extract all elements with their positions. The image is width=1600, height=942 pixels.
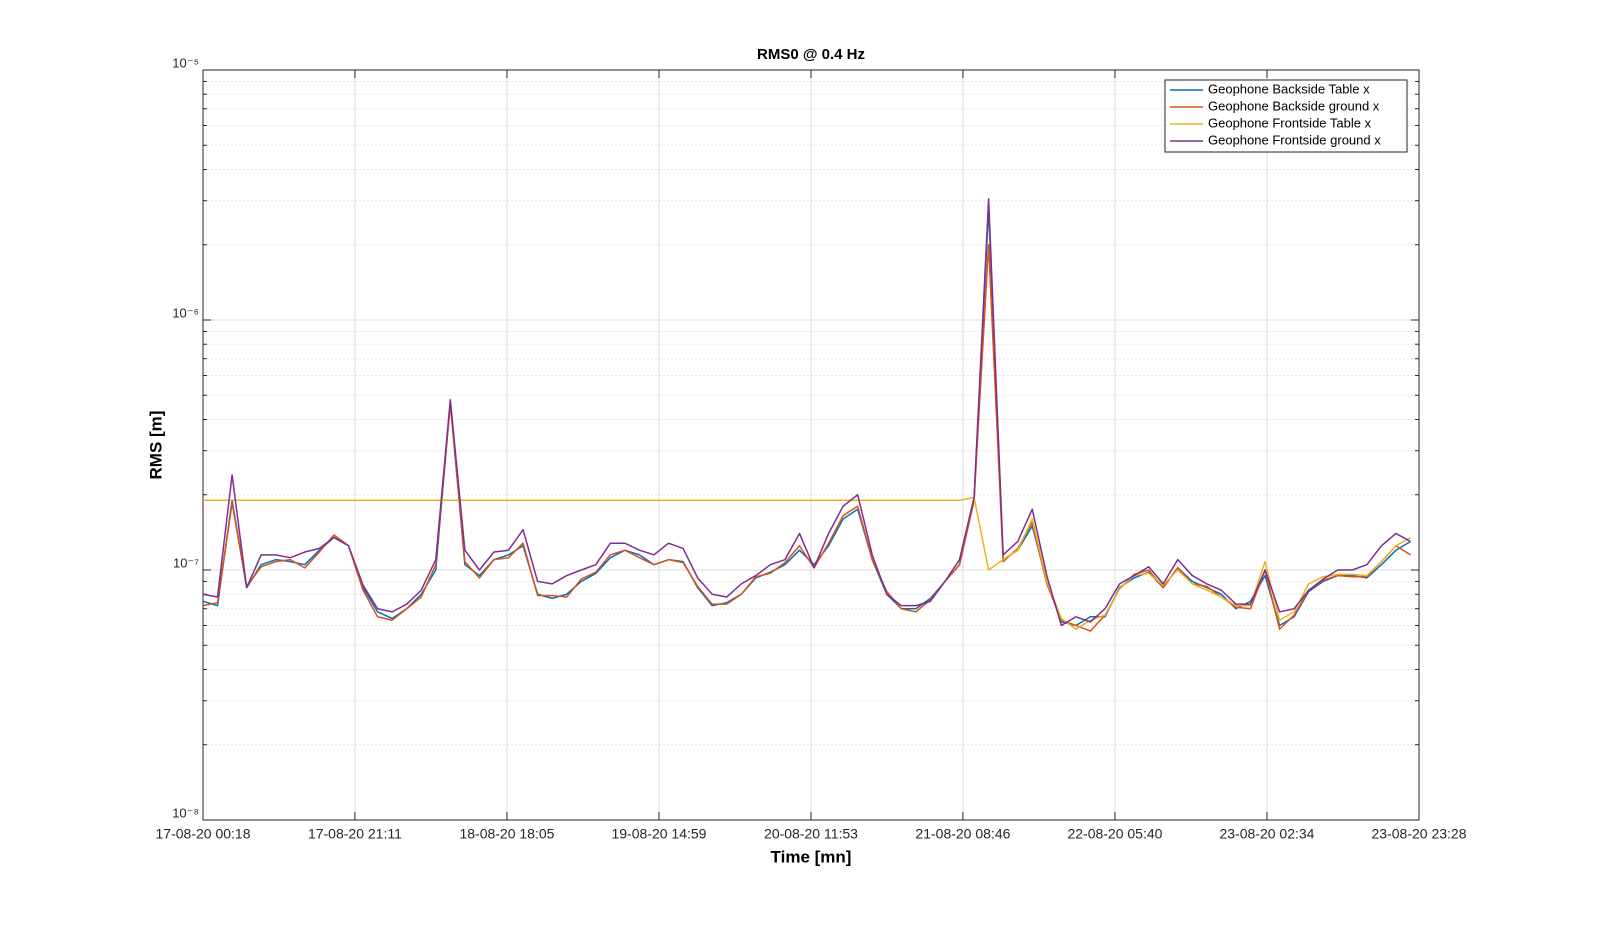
legend-label: Geophone Frontside ground x: [1208, 132, 1381, 147]
x-tick-label: 17-08-20 21:11: [308, 826, 402, 842]
x-tick-label: 22-08-20 05:40: [1067, 826, 1162, 842]
x-tick-label: 20-08-20 11:53: [764, 826, 858, 842]
x-tick-label: 23-08-20 02:34: [1219, 826, 1314, 842]
y-tick-label: 10⁻⁷: [173, 555, 199, 570]
x-tick-label: 17-08-20 00:18: [156, 826, 251, 842]
x-tick-label: 23-08-20 23:28: [1372, 826, 1467, 842]
series-line: [202, 198, 1411, 627]
y-tick-label: 10⁻⁶: [172, 305, 199, 320]
series-line: [202, 243, 1411, 632]
legend-label: Geophone Backside ground x: [1208, 98, 1380, 113]
plot-frame: [202, 69, 1420, 821]
series-line: [203, 496, 1411, 630]
x-tick-label: 19-08-20 14:59: [611, 826, 706, 842]
legend: Geophone Backside Table x Geophone Backsi…: [1164, 79, 1408, 153]
y-tick-label: 10⁻⁵: [172, 55, 199, 70]
legend-box: [1164, 79, 1408, 153]
y-axis-label: RMS [m]: [146, 411, 165, 480]
x-tick-label: 21-08-20 08:46: [915, 826, 1010, 842]
x-axis-label: Time [mn]: [771, 847, 852, 866]
legend-label: Geophone Frontside Table x: [1208, 115, 1372, 130]
y-tick-label: 10⁻⁸: [172, 805, 199, 820]
chart-title: RMS0 @ 0.4 Hz: [757, 46, 865, 63]
x-tick-label: 18-08-20 18:05: [459, 826, 554, 842]
legend-label: Geophone Backside Table x: [1208, 81, 1370, 96]
